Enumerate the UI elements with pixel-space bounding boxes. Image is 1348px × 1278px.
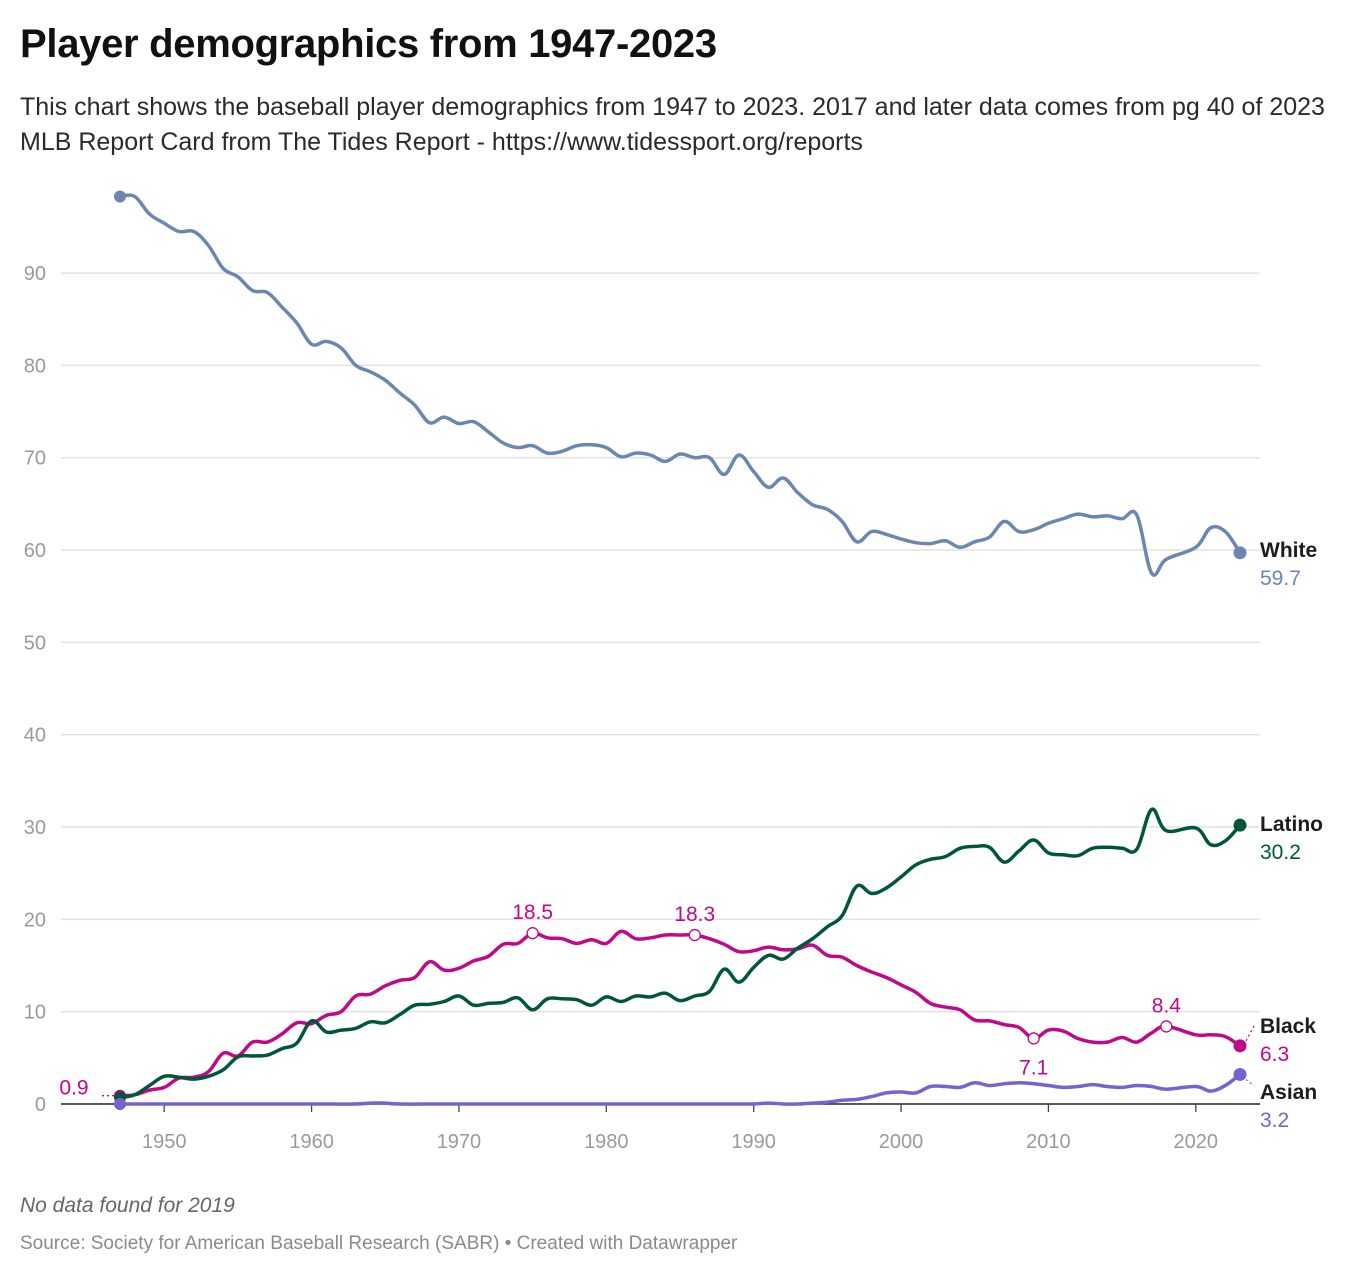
x-tick-label: 1980 — [584, 1131, 629, 1153]
series-end-point-black — [1233, 1039, 1247, 1053]
annotation-label: 18.3 — [674, 903, 715, 926]
series-line-latino — [118, 807, 1242, 1100]
series-end-point-white — [1233, 546, 1247, 560]
series-end-value-white: 59.7 — [1260, 567, 1301, 590]
series-line-asian — [118, 1072, 1242, 1106]
series-end-point-asian — [1233, 1067, 1247, 1081]
series-line-white — [118, 193, 1242, 577]
y-tick-label: 80 — [24, 355, 46, 377]
source-credit: Source: Society for American Baseball Re… — [20, 1233, 738, 1254]
y-tick-label: 10 — [24, 1002, 46, 1024]
footnote: No data found for 2019 — [20, 1194, 235, 1217]
series-end-point-latino — [1233, 818, 1247, 832]
gridlines — [61, 272, 1260, 1013]
annotation-label: 18.5 — [512, 901, 553, 924]
chart-subtitle: This chart shows the baseball player dem… — [20, 93, 1325, 156]
x-tick-label: 1950 — [142, 1131, 187, 1153]
y-tick-label: 70 — [24, 448, 46, 470]
annotation-marker — [526, 927, 539, 940]
label-leader-black — [1245, 1025, 1255, 1042]
axes: 0 10 20 30 40 50 60 70 80 90 1950 1960 1970 1980 1990 2… — [24, 263, 1260, 1153]
series-line-black — [118, 929, 1242, 1098]
series-label-latino: Latino — [1260, 813, 1323, 836]
x-tick-label: 2020 — [1174, 1131, 1219, 1153]
y-tick-label: 0 — [35, 1094, 46, 1116]
x-tick-label: 2000 — [879, 1131, 924, 1153]
label-leader-asian — [1245, 1078, 1255, 1087]
y-tick-label: 20 — [24, 909, 46, 931]
annotation-label: 8.4 — [1152, 994, 1182, 1017]
y-tick-label: 50 — [24, 632, 46, 654]
series-label-white: White — [1260, 539, 1317, 562]
annotation-label: 0.9 — [59, 1077, 88, 1100]
x-tick-label: 2010 — [1026, 1131, 1071, 1153]
series-end-value-asian: 3.2 — [1260, 1109, 1289, 1132]
annotation-marker — [688, 928, 701, 942]
series-label-black: Black — [1260, 1015, 1316, 1038]
series-start-point-white — [114, 190, 126, 203]
x-tick-label: 1970 — [437, 1131, 482, 1153]
x-tick-label: 1990 — [731, 1131, 776, 1153]
series-lines — [114, 190, 1247, 1110]
y-tick-label: 40 — [24, 725, 46, 747]
x-tick-label: 1960 — [289, 1131, 334, 1153]
y-tick-label: 30 — [24, 817, 46, 839]
annotation-marker — [1027, 1032, 1040, 1045]
series-label-asian: Asian — [1260, 1081, 1317, 1104]
series-start-point-asian — [114, 1098, 126, 1110]
series-end-value-latino: 30.2 — [1260, 841, 1301, 864]
annotation-label: 7.1 — [1019, 1056, 1048, 1079]
y-tick-label: 90 — [24, 263, 46, 285]
series-labels: White 59.7 Black 6.3 Latino 30.2 Asian 3.2 0.9 18… — [59, 539, 1323, 1132]
y-tick-label: 60 — [24, 540, 46, 562]
series-end-value-black: 6.3 — [1260, 1043, 1289, 1066]
chart-title: Player demographics from 1947-2023 — [20, 22, 717, 66]
annotation-marker — [1160, 1020, 1173, 1033]
